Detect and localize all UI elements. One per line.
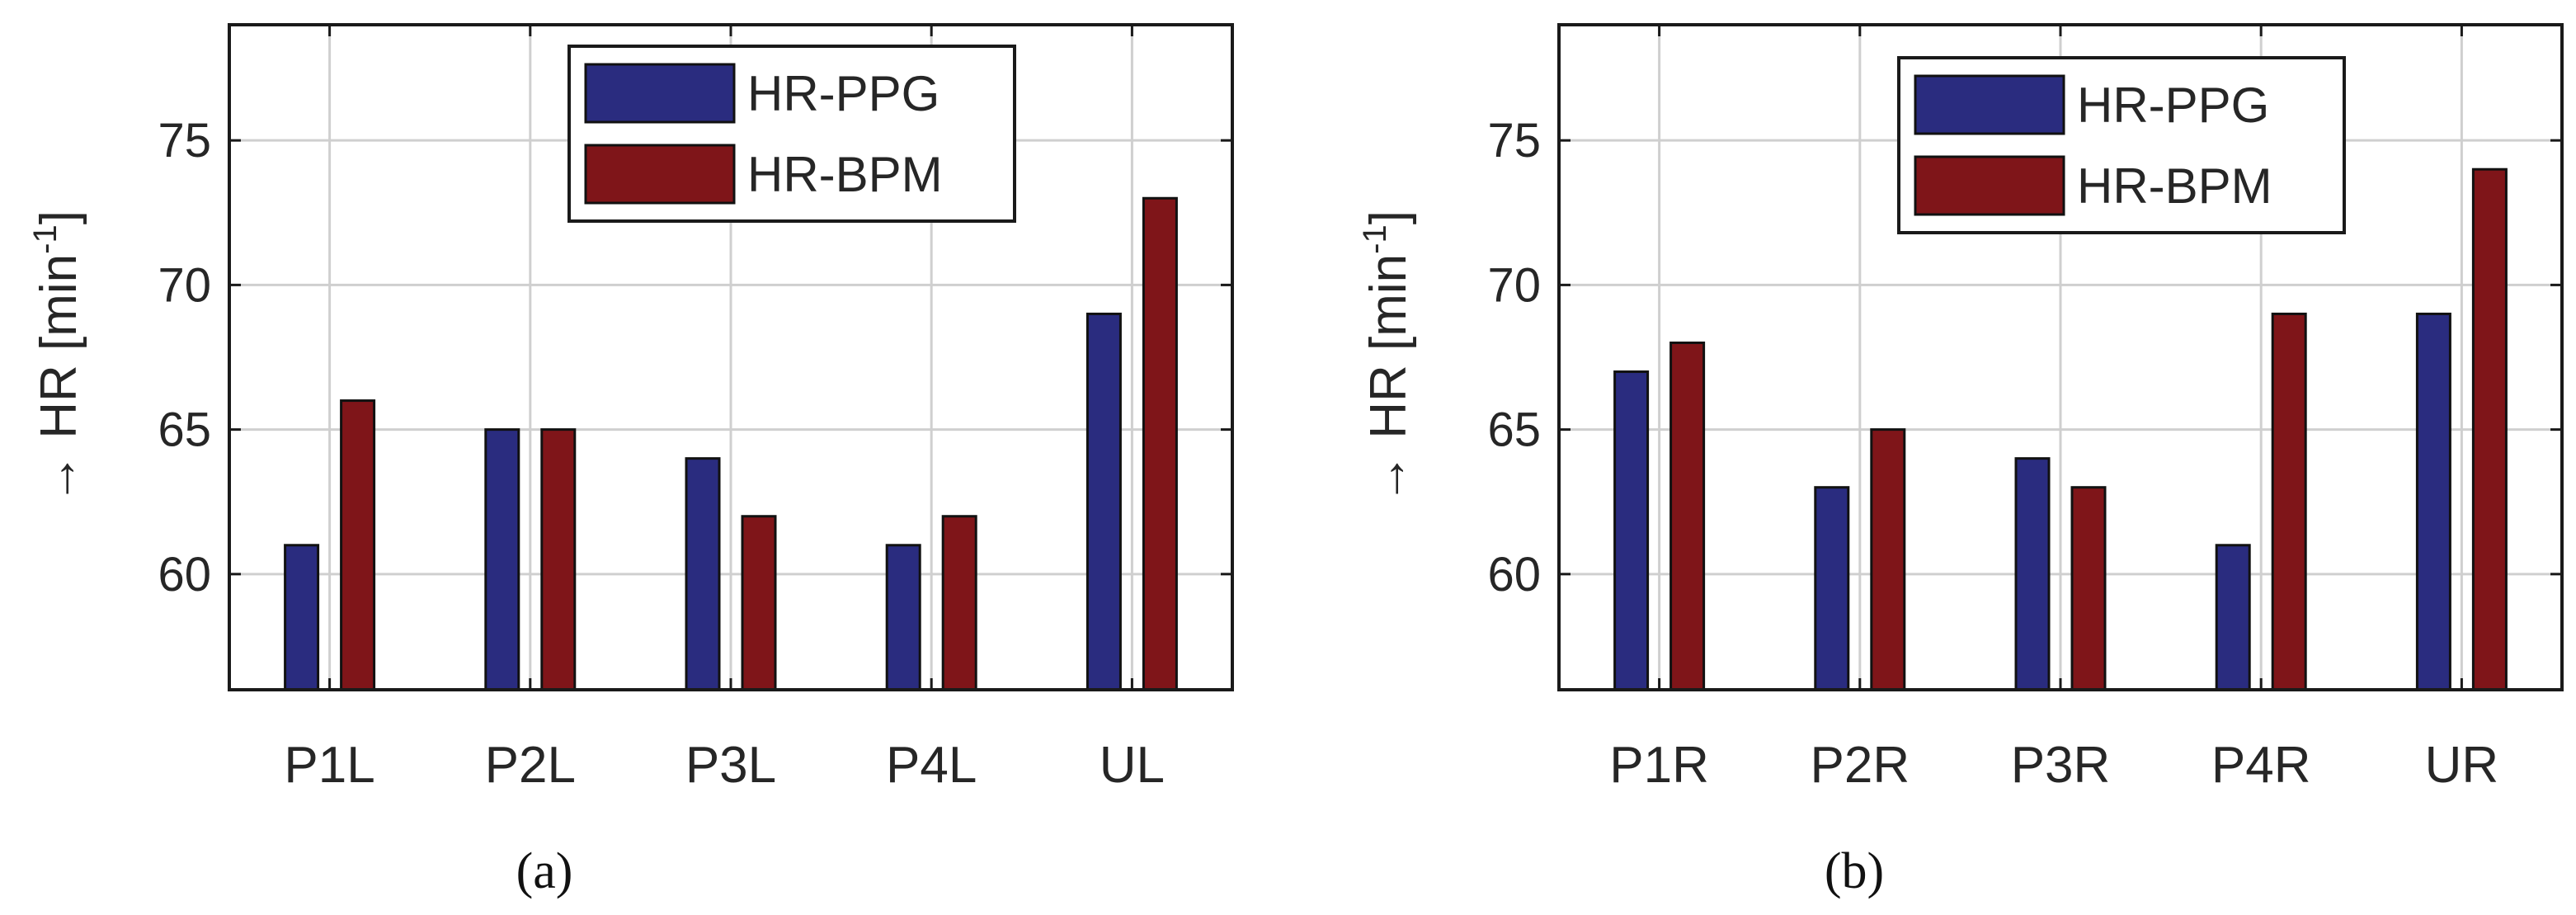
- legend-swatch-hr-bpm: [584, 144, 736, 205]
- y-axis-label: → HR [min-1]: [1357, 210, 1417, 504]
- bar-hr-ppg-p1r: [1613, 370, 1650, 691]
- x-tick-label: UR: [2425, 737, 2499, 794]
- bar-hr-bpm-p2r: [1870, 428, 1906, 691]
- legend-label-hr-ppg: HR-PPG: [747, 66, 940, 121]
- bar-hr-bpm-p2l: [540, 428, 577, 691]
- panel-caption: (b): [1825, 843, 1884, 899]
- x-tick-label: P3R: [2011, 737, 2111, 794]
- legend-label-hr-ppg: HR-PPG: [2077, 78, 2269, 133]
- x-tick-label: P3L: [685, 737, 776, 794]
- panel-caption: (a): [516, 843, 573, 899]
- chart-panel-1: 60 65 70 75 P1L P2L P3L P4L UL → HR [min-1] HR-PPG…: [27, 23, 1234, 899]
- y-tick-label: 60: [158, 548, 211, 601]
- chart-panel-2: 60 65 70 75 P1R P2R P3R P4R UR → HR [min-1] HR-PPG…: [1357, 23, 2564, 899]
- x-tick-label: P2R: [1810, 737, 1910, 794]
- y-axis-label: → HR [min-1]: [27, 210, 87, 504]
- y-axis-label-superscript: -1: [1357, 224, 1393, 254]
- legend-label-hr-bpm: HR-BPM: [2077, 158, 2272, 214]
- bar-hr-ppg-p3l: [685, 457, 721, 691]
- x-tick-label: P1R: [1609, 737, 1709, 794]
- y-tick-label: 65: [158, 403, 211, 457]
- y-axis-label-main: → HR [min: [1360, 254, 1417, 504]
- x-tick-label: P1L: [284, 737, 374, 794]
- x-tick-label: UL: [1100, 737, 1165, 794]
- legend-swatch-hr-bpm: [1914, 155, 2065, 216]
- legend-swatch-hr-ppg: [584, 63, 736, 124]
- bar-hr-ppg-p4r: [2215, 544, 2251, 691]
- bar-hr-ppg-ul: [1085, 312, 1122, 691]
- bar-hr-bpm-p3l: [741, 515, 777, 691]
- bar-hr-bpm-ul: [1142, 196, 1178, 691]
- y-tick-label: 70: [158, 258, 211, 312]
- bar-hr-ppg-p3r: [2014, 457, 2051, 691]
- bar-hr-ppg-p2r: [1814, 486, 1850, 691]
- y-axis-label-main: → HR [min: [31, 254, 87, 504]
- x-tick-label: P2L: [485, 737, 576, 794]
- bar-hr-ppg-p2l: [484, 428, 520, 691]
- x-tick-label: P4L: [886, 737, 977, 794]
- legend-label-hr-bpm: HR-BPM: [747, 147, 943, 202]
- bar-hr-bpm-p1r: [1669, 341, 1706, 691]
- bar-hr-bpm-p4r: [2271, 312, 2307, 691]
- legend: HR-PPG HR-BPM: [567, 45, 1016, 223]
- y-tick-label: 70: [1487, 258, 1541, 312]
- bar-hr-ppg-p4l: [885, 544, 921, 691]
- legend-swatch-hr-ppg: [1914, 74, 2065, 135]
- y-tick-label: 65: [1487, 403, 1541, 457]
- y-tick-label: 60: [1487, 548, 1541, 601]
- bar-hr-ppg-p1l: [284, 544, 320, 691]
- y-axis-label-close: ]: [1360, 210, 1417, 224]
- bar-hr-bpm-p1l: [340, 399, 376, 691]
- legend: HR-PPG HR-BPM: [1897, 56, 2346, 234]
- bar-hr-ppg-ur: [2415, 312, 2451, 691]
- bar-hr-bpm-p3r: [2070, 486, 2107, 691]
- y-axis-label-close: ]: [31, 210, 87, 224]
- bar-hr-bpm-ur: [2471, 167, 2508, 691]
- y-tick-label: 75: [158, 114, 211, 167]
- bar-hr-bpm-p4l: [941, 515, 977, 691]
- x-tick-label: P4R: [2211, 737, 2311, 794]
- y-axis-label-superscript: -1: [27, 224, 64, 254]
- y-tick-label: 75: [1487, 114, 1541, 167]
